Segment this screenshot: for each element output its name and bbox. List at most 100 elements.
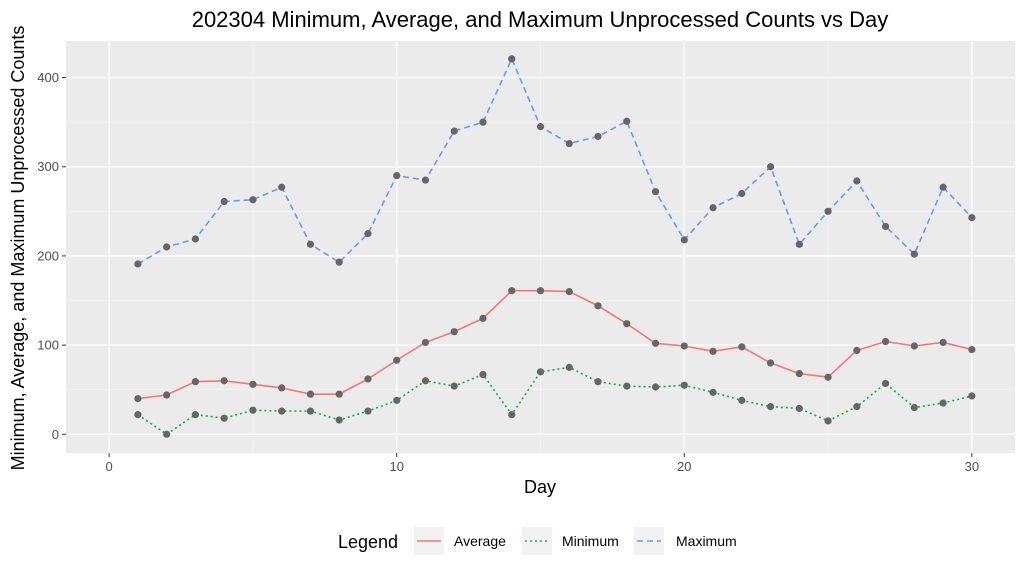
data-point-maximum (709, 204, 717, 212)
y-tick-label: 100 (37, 338, 59, 353)
data-point-minimum (450, 382, 458, 390)
data-point-average (191, 378, 200, 386)
data-point-maximum (623, 117, 631, 125)
data-point-minimum (220, 414, 228, 422)
data-point-maximum (536, 123, 545, 131)
data-point-minimum (594, 378, 602, 386)
data-point-minimum (881, 379, 890, 388)
data-point-average (824, 373, 832, 381)
data-point-average (968, 345, 976, 354)
data-point-maximum (508, 55, 516, 63)
data-point-average (853, 346, 861, 355)
y-axis: 0 100 200 300 400 (37, 70, 66, 442)
x-tick-label: 0 (106, 459, 113, 474)
series-line-maximum (137, 56, 973, 265)
data-point-maximum (680, 236, 688, 244)
data-point-average (479, 314, 487, 322)
legend: Legend Average Minimum Maximum (338, 527, 737, 555)
data-point-maximum (450, 127, 458, 135)
data-point-minimum (853, 403, 861, 411)
data-point-minimum (393, 396, 401, 404)
data-point-minimum (565, 363, 573, 371)
data-point-maximum (738, 189, 746, 198)
y-tick-label: 200 (37, 248, 59, 263)
data-point-average (594, 302, 602, 310)
data-point-maximum (795, 240, 803, 248)
data-point-average (508, 287, 516, 295)
data-point-average (249, 380, 257, 388)
data-point-average (335, 390, 343, 398)
legend-label-maximum: Maximum (676, 533, 737, 549)
data-point-maximum (824, 207, 832, 215)
data-point-maximum (249, 196, 257, 204)
chart-title: 202304 Minimum, Average, and Maximum Unp… (192, 7, 889, 32)
data-point-minimum (824, 417, 832, 425)
data-point-maximum (853, 177, 861, 185)
y-tick-label: 0 (52, 427, 59, 442)
data-point-average (881, 337, 890, 346)
data-point-average (623, 320, 631, 328)
y-tick-label: 400 (37, 70, 59, 85)
data-point-minimum (910, 403, 918, 412)
y-axis-title: Minimum, Average, and Maximum Unprocesse… (8, 26, 28, 471)
data-point-average (709, 347, 717, 355)
data-point-minimum (766, 403, 775, 411)
data-point-maximum (335, 258, 343, 266)
data-point-average (163, 391, 171, 399)
data-point-maximum (939, 183, 947, 191)
data-point-minimum (191, 411, 200, 419)
data-point-maximum (278, 183, 286, 191)
data-point-maximum (220, 197, 228, 206)
x-tick-label: 10 (389, 459, 403, 474)
data-point-maximum (479, 118, 487, 126)
x-tick-label: 30 (965, 459, 979, 474)
data-point-maximum (364, 230, 372, 238)
data-point-maximum (651, 188, 660, 196)
data-point-average (939, 338, 947, 347)
data-point-minimum (968, 392, 976, 400)
data-point-maximum (910, 250, 918, 258)
data-point-average (738, 343, 746, 351)
data-point-minimum (680, 381, 688, 389)
gridlines (66, 41, 1015, 453)
data-point-minimum (134, 411, 142, 419)
data-point-maximum (766, 163, 775, 171)
data-point-minimum (364, 407, 372, 415)
data-point-minimum (651, 383, 660, 391)
data-point-average (278, 384, 286, 392)
series-lines (137, 56, 973, 436)
data-point-minimum (795, 404, 803, 413)
data-point-minimum (421, 377, 430, 385)
data-points (134, 55, 976, 438)
data-point-maximum (968, 213, 976, 222)
data-point-average (536, 287, 545, 295)
data-point-maximum (421, 176, 430, 184)
data-point-average (306, 390, 315, 398)
data-point-average (910, 342, 918, 350)
data-point-minimum (249, 406, 257, 414)
data-point-maximum (191, 235, 200, 243)
data-point-maximum (594, 132, 602, 141)
series-line-average (137, 289, 973, 400)
data-point-minimum (278, 407, 286, 415)
data-point-minimum (479, 370, 487, 379)
data-point-minimum (738, 396, 746, 404)
data-point-maximum (393, 172, 401, 180)
legend-title: Legend (338, 532, 398, 552)
data-point-minimum (709, 388, 717, 396)
data-point-maximum (306, 240, 315, 248)
data-point-average (220, 377, 228, 385)
data-point-average (766, 359, 775, 367)
series-line-minimum (137, 366, 973, 436)
x-tick-label: 20 (677, 459, 691, 474)
data-point-average (651, 339, 660, 347)
data-point-minimum (508, 411, 516, 419)
data-point-average (393, 356, 401, 364)
data-point-minimum (306, 407, 315, 415)
data-point-average (795, 370, 803, 378)
data-point-average (134, 395, 142, 403)
legend-label-average: Average (454, 533, 506, 549)
data-point-average (450, 328, 458, 336)
data-point-maximum (163, 243, 171, 251)
data-point-average (421, 338, 430, 347)
